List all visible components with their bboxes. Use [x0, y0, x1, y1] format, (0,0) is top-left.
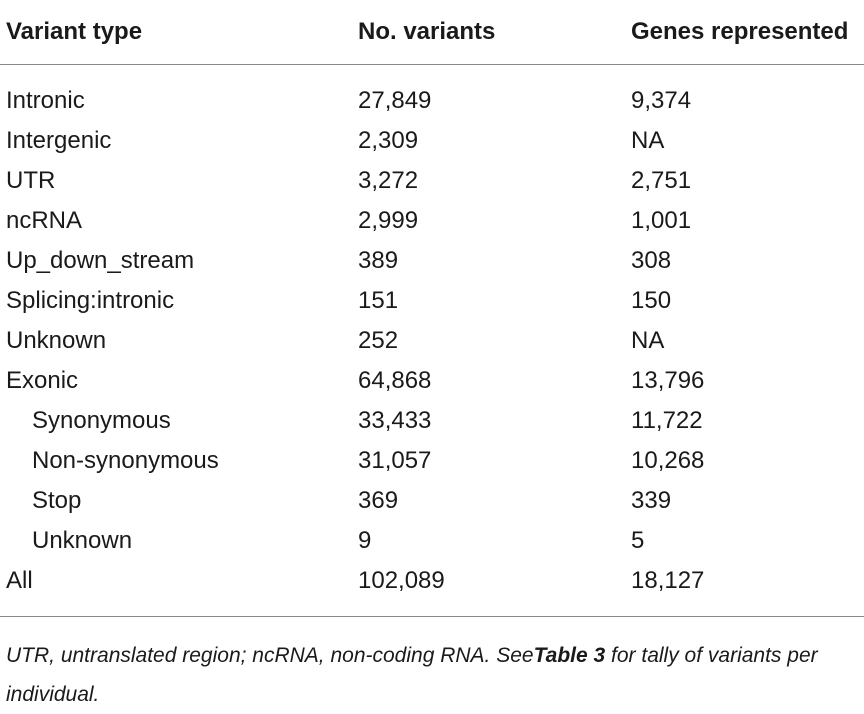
cell-variant-type: Non-synonymous	[32, 447, 219, 474]
cell-genes-represented: 11,722	[631, 407, 703, 434]
cell-variant-type: Intergenic	[6, 127, 112, 154]
table-body: Intronic 27,849 9,374 Intergenic 2,309 NA UTR 3…	[0, 81, 864, 601]
cell-variant-type: Intronic	[6, 87, 85, 114]
table-row: Unknown 252 NA	[0, 321, 864, 361]
header-genes-represented: Genes represented	[631, 18, 849, 45]
cell-genes-represented: 150	[631, 287, 672, 314]
cell-genes-represented: 5	[631, 527, 645, 554]
cell-genes-represented: 2,751	[631, 167, 692, 194]
table-row: Splicing:intronic 151 150	[0, 281, 864, 321]
cell-no-variants: 27,849	[358, 87, 432, 114]
cell-genes-represented: NA	[631, 327, 665, 354]
cell-no-variants: 252	[358, 327, 399, 354]
table-row: Unknown 9 5	[0, 521, 864, 561]
cell-genes-represented: 10,268	[631, 447, 705, 474]
table-row: Up_down_stream 389 308	[0, 241, 864, 281]
cell-genes-represented: 1,001	[631, 207, 692, 234]
cell-genes-represented: 13,796	[631, 367, 705, 394]
table-row: ncRNA 2,999 1,001	[0, 201, 864, 241]
header-divider	[0, 64, 864, 65]
cell-variant-type: UTR	[6, 167, 56, 194]
table-row: UTR 3,272 2,751	[0, 161, 864, 201]
cell-variant-type: Up_down_stream	[6, 247, 195, 274]
table-row: All 102,089 18,127	[0, 561, 864, 601]
cell-variant-type: Stop	[32, 487, 82, 514]
cell-no-variants: 389	[358, 247, 399, 274]
table-bottom-divider	[0, 616, 864, 617]
cell-no-variants: 31,057	[358, 447, 432, 474]
cell-variant-type: ncRNA	[6, 207, 83, 234]
header-no-variants: No. variants	[358, 18, 496, 45]
cell-no-variants: 3,272	[358, 167, 419, 194]
cell-no-variants: 102,089	[358, 567, 445, 594]
cell-variant-type: Unknown	[32, 527, 133, 554]
table-header-row: Variant type No. variants Genes represen…	[0, 0, 864, 64]
cell-genes-represented: NA	[631, 127, 665, 154]
cell-no-variants: 9	[358, 527, 372, 554]
table-row: Exonic 64,868 13,796	[0, 361, 864, 401]
cell-no-variants: 33,433	[358, 407, 432, 434]
cell-genes-represented: 9,374	[631, 87, 692, 114]
footnote-text: UTR, untranslated region; ncRNA, non-cod…	[6, 644, 534, 667]
cell-variant-type: Synonymous	[32, 407, 171, 434]
cell-variant-type: All	[6, 567, 33, 594]
cell-no-variants: 151	[358, 287, 399, 314]
table-row: Stop 369 339	[0, 481, 864, 521]
cell-no-variants: 64,868	[358, 367, 432, 394]
header-variant-type: Variant type	[6, 18, 143, 45]
footnote-text-suffix: for tally of variants per individual.	[6, 644, 818, 706]
cell-no-variants: 369	[358, 487, 399, 514]
cell-genes-represented: 308	[631, 247, 672, 274]
table-row: Intergenic 2,309 NA	[0, 121, 864, 161]
cell-genes-represented: 339	[631, 487, 672, 514]
cell-variant-type: Unknown	[6, 327, 107, 354]
table-footnote: UTR, untranslated region; ncRNA, non-cod…	[6, 636, 862, 714]
cell-variant-type: Splicing:intronic	[6, 287, 175, 314]
table-row: Synonymous 33,433 11,722	[0, 401, 864, 441]
table-row: Intronic 27,849 9,374	[0, 81, 864, 121]
footnote-table-reference[interactable]: Table 3	[533, 644, 606, 667]
cell-no-variants: 2,999	[358, 207, 419, 234]
cell-genes-represented: 18,127	[631, 567, 705, 594]
cell-no-variants: 2,309	[358, 127, 419, 154]
table-row: Non-synonymous 31,057 10,268	[0, 441, 864, 481]
cell-variant-type: Exonic	[6, 367, 79, 394]
